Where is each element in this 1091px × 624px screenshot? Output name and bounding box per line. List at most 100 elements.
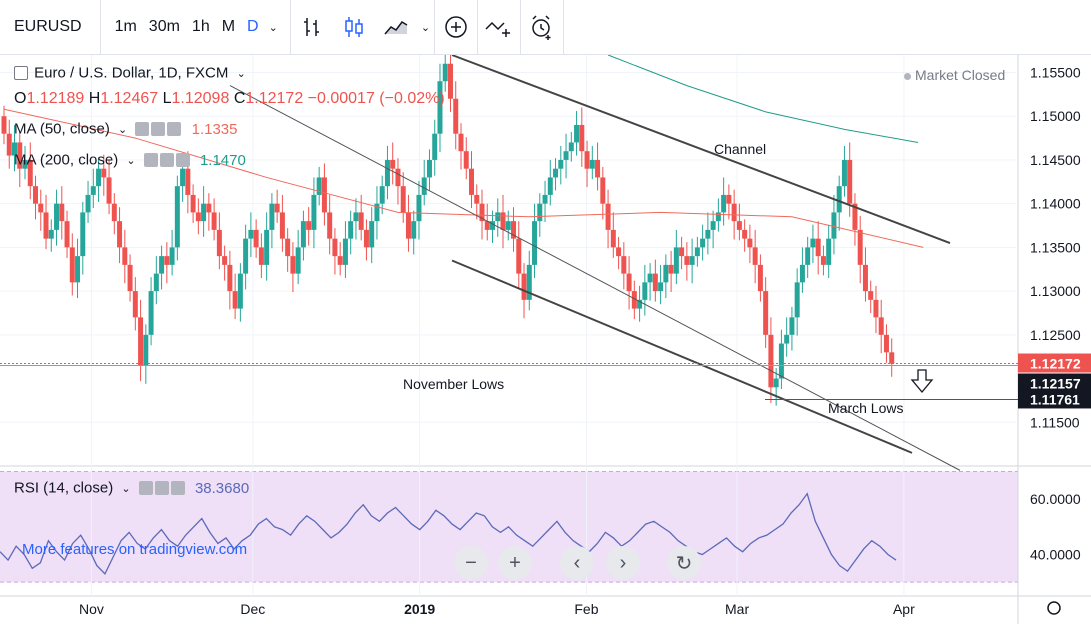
rsi-value: 38.3680 <box>194 479 250 497</box>
candle-body <box>836 186 842 213</box>
candle-body <box>411 221 417 239</box>
interval-m[interactable]: M <box>221 18 236 35</box>
scroll-right-button[interactable]: › <box>606 546 640 580</box>
add-indicator-button[interactable] <box>435 0 477 55</box>
candle-body <box>805 247 811 265</box>
rsi-settings-icon[interactable] <box>138 481 153 496</box>
candle-body <box>605 203 611 230</box>
rsi-gear-icon[interactable] <box>154 481 169 496</box>
candle-body <box>715 212 721 222</box>
candle-body <box>395 168 401 187</box>
candle-body <box>106 177 112 204</box>
candle-body <box>279 212 285 239</box>
ma50-value: 1.1335 <box>191 120 238 138</box>
ohlc-low-label: L <box>162 90 172 107</box>
candle-body <box>610 229 616 248</box>
candle-body <box>747 238 753 248</box>
collapse-legend-icon[interactable] <box>14 66 28 81</box>
ohlc-open: 1.12189 <box>26 90 85 107</box>
candle-body <box>484 221 490 230</box>
ma50-close-icon[interactable] <box>167 122 182 137</box>
candle-body <box>673 247 679 274</box>
alert-button[interactable] <box>521 0 563 55</box>
chart-style-dropdown-chevron-icon[interactable]: ⌄ <box>420 21 431 34</box>
candles-style-button[interactable] <box>333 0 375 55</box>
candle-body <box>195 212 201 222</box>
price-axis-label: 1.12172 <box>1030 356 1081 372</box>
candle-body <box>868 291 874 300</box>
ma50-label[interactable]: MA (50, close) <box>14 120 110 138</box>
legend-chevron-icon[interactable]: ⌄ <box>236 67 246 80</box>
reset-icon: ↻ <box>675 552 693 575</box>
symbol-search[interactable]: EURUSD <box>14 18 82 35</box>
chevron-right-icon: › <box>619 551 627 574</box>
candle-body <box>358 212 364 230</box>
candle-body <box>878 317 884 335</box>
ma50-settings-icon[interactable] <box>135 122 150 137</box>
candle-body <box>43 212 49 239</box>
candle-body <box>342 238 348 265</box>
march-lows-annotation: March Lows <box>828 400 903 416</box>
interval-1h[interactable]: 1h <box>191 18 210 35</box>
ma50-line <box>3 108 924 248</box>
rsi-label[interactable]: RSI (14, close) <box>14 479 114 497</box>
legend-title[interactable]: Euro / U.S. Dollar, 1D, FXCM <box>34 64 229 82</box>
candle-body <box>773 378 779 388</box>
candle-body <box>511 221 517 239</box>
price-axis-label: 1.12157 <box>1030 376 1081 392</box>
area-style-button[interactable] <box>375 0 417 55</box>
ohlc-legend: O1.12189 H1.12467 L1.12098 C1.12172 −0.0… <box>14 90 445 108</box>
ma200-chevron-icon[interactable]: ⌄ <box>126 154 136 167</box>
candle-body <box>290 256 296 274</box>
ohlc-low: 1.12098 <box>171 90 230 107</box>
candle-body <box>595 159 601 178</box>
candle-body <box>306 221 312 230</box>
candle-body <box>453 98 459 134</box>
ohlc-close-label: C <box>233 90 246 107</box>
candle-body <box>684 256 690 265</box>
candle-body <box>316 177 322 195</box>
interval-1m[interactable]: 1m <box>114 18 137 35</box>
x-tick-label: Dec <box>240 601 265 617</box>
reset-chart-button[interactable]: ↻ <box>667 546 701 580</box>
candle-body <box>327 212 333 239</box>
ma200-close-icon[interactable] <box>175 153 190 168</box>
ma200-gear-icon[interactable] <box>159 153 174 168</box>
candle-body <box>33 186 39 204</box>
candle-body <box>558 159 564 169</box>
rsi-close-icon[interactable] <box>170 481 185 496</box>
ma50-legend: MA (50, close) ⌄ 1.1335 <box>14 120 238 138</box>
candle-body <box>90 186 96 195</box>
scroll-left-button[interactable]: ‹ <box>560 546 594 580</box>
zoom-out-button[interactable]: − <box>454 546 488 580</box>
interval-group: 1m 30m 1h M D ⌄ <box>101 0 290 55</box>
ma200-label[interactable]: MA (200, close) <box>14 151 119 169</box>
price-tick-label: 1.14000 <box>1030 196 1081 212</box>
toolbar-divider <box>477 0 479 55</box>
zoom-in-button[interactable]: + <box>498 546 532 580</box>
candle-body <box>521 273 527 300</box>
bar-style-button[interactable] <box>291 0 333 55</box>
candle-body <box>873 299 879 318</box>
candle-body <box>348 221 354 239</box>
interval-d[interactable]: D <box>247 18 259 35</box>
candle-body <box>75 256 81 283</box>
candle-body <box>253 229 259 248</box>
candle-body <box>48 229 54 239</box>
compare-button[interactable] <box>478 0 520 55</box>
rsi-chevron-icon[interactable]: ⌄ <box>121 482 131 495</box>
ma200-settings-icon[interactable] <box>143 153 158 168</box>
more-features-link[interactable]: More features on tradingview.com <box>22 541 248 558</box>
ma50-gear-icon[interactable] <box>151 122 166 137</box>
candle-body <box>490 221 496 230</box>
gear-icon <box>1047 601 1061 615</box>
candle-body <box>584 151 590 169</box>
ma50-chevron-icon[interactable]: ⌄ <box>118 123 128 136</box>
interval-30m[interactable]: 30m <box>148 18 180 35</box>
candle-body <box>789 317 795 335</box>
candle-body <box>264 229 270 265</box>
interval-dropdown-chevron-icon[interactable]: ⌄ <box>268 21 278 34</box>
candle-body <box>857 229 863 265</box>
candle-body <box>6 133 12 156</box>
